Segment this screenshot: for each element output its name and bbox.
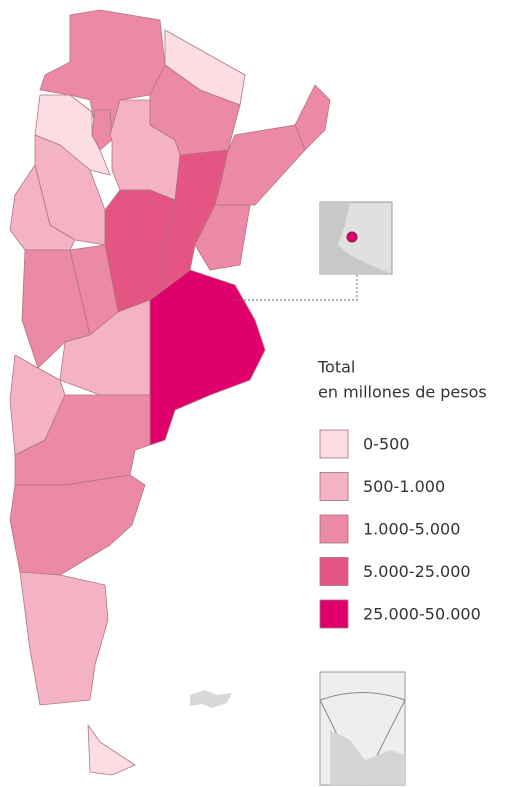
provinces [9,9,331,776]
legend-label: 1.000-5.000 [363,520,460,539]
inset-connector [232,274,358,301]
province [91,109,113,151]
legend-title: en millones de pesos [318,383,487,402]
province [14,394,151,486]
legend-swatch [319,557,349,586]
legend-title: Total [317,358,355,377]
province [194,204,251,271]
legend-swatch [319,472,349,501]
legend-label: 5.000-25.000 [363,562,471,581]
province [87,724,136,776]
antarctica-land [330,730,405,785]
legend-label: 25.000-50.000 [363,605,481,624]
province [19,571,109,706]
inset-land [320,202,392,274]
islands [190,690,232,708]
province [9,164,76,251]
legend-swatch [319,599,349,629]
legend-swatch [319,429,349,459]
legend-swatch [319,514,349,544]
legend-label: 500-1.000 [363,477,445,496]
legend-label: 0-500 [363,435,410,454]
legend: 0-500 500-1.000 1.000-5.000 5.000-25.000 25.… [319,429,481,629]
inset-dot [346,231,358,243]
province [149,269,266,446]
province [9,474,146,576]
